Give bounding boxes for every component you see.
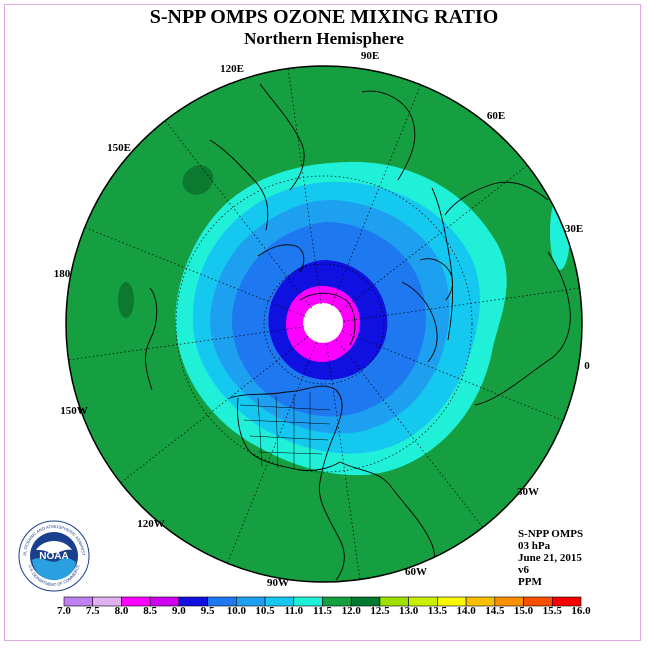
- colorbar-label: 11.5: [313, 605, 332, 617]
- colorbar-label: 16.0: [571, 605, 591, 617]
- ozone-field: [66, 66, 582, 582]
- colorbar-label: 14.5: [485, 605, 505, 617]
- colorbar-label: 13.0: [399, 605, 419, 617]
- coastlines: [145, 83, 571, 582]
- colorbar-label: 10.0: [226, 605, 246, 617]
- colorbar-label: 13.5: [427, 605, 447, 617]
- colorbar-label: 12.5: [370, 605, 390, 617]
- colorbar-label: 9.0: [172, 605, 186, 617]
- info-units: PPM: [518, 576, 542, 588]
- lon-label-120e: 120E: [220, 63, 244, 75]
- lon-label-90w: 90W: [267, 577, 289, 589]
- lon-label-180: 180: [53, 268, 71, 280]
- map-subtitle: Northern Hemisphere: [244, 29, 404, 48]
- noaa-logo-text: NOAA: [39, 551, 68, 562]
- colorbar-label: 15.0: [513, 605, 534, 617]
- noaa-logo: NOAA NATIONAL OCEANIC AND ATMOSPHERIC AD…: [18, 520, 90, 592]
- info-date: June 21, 2015: [518, 552, 582, 564]
- colorbar-label: 11.0: [284, 605, 304, 617]
- info-pressure-level: 03 hPa: [518, 540, 551, 552]
- lon-label-150w: 150W: [60, 405, 88, 417]
- info-satellite: S-NPP OMPS: [518, 528, 584, 540]
- lon-label-30e: 30E: [564, 223, 584, 235]
- colorbar-label: 7.0: [57, 605, 71, 617]
- globe-outline: [65, 65, 583, 583]
- info-version: v6: [518, 564, 529, 576]
- page-frame: [4, 4, 641, 641]
- lon-label-0: 0: [584, 360, 590, 372]
- colorbar-label: 12.0: [341, 605, 361, 617]
- colorbar-label: 7.5: [85, 605, 100, 617]
- lon-label-90e: 90E: [360, 50, 380, 62]
- graticule: [175, 175, 473, 473]
- lon-label-60w: 60W: [405, 566, 427, 578]
- lon-label-30w: 30W: [517, 486, 539, 498]
- ozone-patch-dark: [118, 282, 134, 318]
- map-title: S-NPP OMPS OZONE MIXING RATIO: [149, 6, 499, 28]
- political-boundaries: [239, 392, 331, 470]
- polar-no-data-region: [303, 303, 343, 343]
- colorbar-label: 9.5: [200, 605, 215, 617]
- colorbar-label: 10.5: [255, 605, 275, 617]
- colorbar-label: 8.0: [114, 605, 129, 617]
- colorbar-label: 15.5: [542, 605, 562, 617]
- product-info: S-NPP OMPS 03 hPa June 21, 2015 v6 PPM: [518, 528, 583, 588]
- lon-label-60e: 60E: [486, 110, 506, 122]
- lon-label-150e: 150E: [107, 142, 131, 154]
- colorbar-label: 8.5: [143, 605, 158, 617]
- colorbar-label: 14.0: [456, 605, 476, 617]
- lon-label-120w: 120W: [137, 518, 165, 530]
